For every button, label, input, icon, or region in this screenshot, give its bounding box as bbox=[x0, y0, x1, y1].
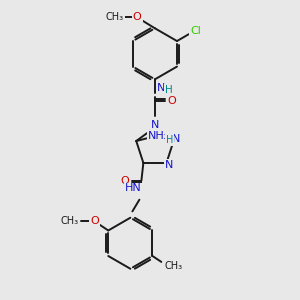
Text: O: O bbox=[90, 216, 99, 226]
Text: CH₃: CH₃ bbox=[61, 216, 79, 226]
Text: O: O bbox=[133, 11, 142, 22]
Text: N: N bbox=[165, 160, 174, 170]
Text: H: H bbox=[166, 135, 173, 145]
Text: NH₂: NH₂ bbox=[148, 131, 169, 141]
Text: N: N bbox=[157, 83, 165, 93]
Text: H: H bbox=[165, 85, 172, 95]
Text: N: N bbox=[172, 134, 181, 144]
Text: HN: HN bbox=[125, 184, 142, 194]
Text: CH₃: CH₃ bbox=[164, 261, 182, 271]
Text: O: O bbox=[167, 96, 176, 106]
Text: N: N bbox=[151, 121, 159, 130]
Text: Cl: Cl bbox=[190, 26, 201, 36]
Text: CH₃: CH₃ bbox=[106, 11, 124, 22]
Text: O: O bbox=[120, 176, 129, 186]
